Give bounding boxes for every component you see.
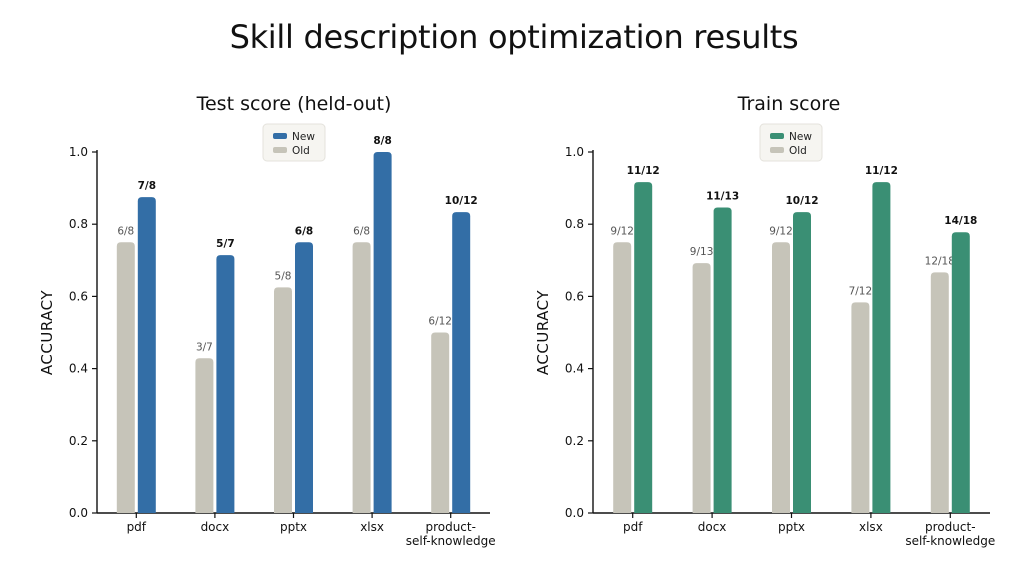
bar-new-label: 11/12 (627, 165, 660, 177)
x-tick-label: product-self-knowledge (905, 520, 995, 548)
legend: New Old (759, 123, 823, 162)
bar-new (137, 197, 156, 513)
bar-new (295, 242, 313, 513)
bar-new (713, 207, 732, 514)
bar-old (195, 358, 214, 513)
y-tick-label: 0.8 (565, 217, 584, 231)
bar-new-label: 5/7 (216, 238, 234, 250)
bar-old (613, 242, 632, 513)
legend-swatch-old (273, 147, 287, 153)
y-tick-label: 0.0 (565, 506, 584, 520)
bar-old (116, 242, 135, 513)
legend: New Old (262, 123, 326, 162)
bar-old (352, 242, 371, 513)
y-tick-label: 0.2 (565, 434, 584, 448)
x-tick-label: pdf (127, 520, 147, 534)
bar-new-label: 11/12 (865, 165, 898, 177)
legend-swatch-old (770, 147, 784, 153)
x-tick-label: pptx (778, 520, 805, 534)
y-tick-label: 1.0 (69, 145, 88, 159)
bar-old-label: 6/8 (117, 225, 134, 237)
y-tick-label: 0.0 (69, 506, 88, 520)
bar-new-label: 6/8 (295, 225, 313, 237)
bar-old-label: 6/12 (428, 316, 452, 328)
bar-new-label: 8/8 (373, 135, 391, 147)
y-tick-label: 0.4 (69, 362, 88, 376)
bar-new (216, 255, 235, 513)
legend-label-old: Old (292, 145, 310, 157)
bar-old-label: 12/18 (925, 255, 955, 267)
bar-new-label: 10/12 (445, 195, 478, 207)
x-tick-label: docx (201, 520, 230, 534)
bar-old-label: 7/12 (849, 285, 873, 297)
bar-old (930, 272, 949, 513)
legend-swatch-new (273, 133, 287, 139)
x-tick-label: xlsx (859, 520, 883, 534)
y-tick-label: 0.6 (69, 289, 88, 303)
bar-old (274, 287, 292, 513)
y-tick-label: 0.4 (565, 362, 584, 376)
y-tick-label: 0.2 (69, 434, 88, 448)
panel-title: Train score (737, 93, 841, 115)
bar-old-label: 9/12 (769, 225, 793, 237)
bar-old (772, 242, 790, 513)
legend-swatch-new (770, 133, 784, 139)
bar-old (431, 332, 450, 513)
y-axis-label: ACCURACY (534, 290, 552, 375)
legend-label-old: Old (789, 145, 807, 157)
bar-new (951, 232, 970, 513)
bar-new (373, 152, 392, 513)
y-axis-label: ACCURACY (38, 290, 56, 375)
main-title: Skill description optimization results (229, 18, 799, 56)
bar-old (692, 263, 711, 513)
bar-new (793, 212, 811, 513)
bar-old-label: 3/7 (196, 341, 213, 353)
bar-old-label: 6/8 (353, 225, 370, 237)
bar-new-label: 14/18 (944, 215, 977, 227)
bar-new (872, 182, 891, 514)
x-tick-label: pdf (623, 520, 643, 534)
y-tick-label: 0.6 (565, 289, 584, 303)
x-tick-label: xlsx (360, 520, 384, 534)
y-tick-label: 1.0 (565, 145, 584, 159)
bar-new (634, 182, 653, 514)
y-tick-label: 0.8 (69, 217, 88, 231)
bar-new-label: 7/8 (138, 180, 156, 192)
bar-new-label: 11/13 (706, 191, 739, 203)
test-score-panel: Test score (held-out) ACCURACY 0.0 0.2 0.4 0.… (38, 93, 496, 548)
legend-label-new: New (789, 131, 812, 143)
bar-old-label: 9/13 (690, 246, 714, 258)
bar-old-label: 5/8 (275, 270, 292, 282)
bar-new-label: 10/12 (785, 195, 818, 207)
x-tick-label: pptx (280, 520, 307, 534)
bar-new (452, 212, 471, 513)
panel-title: Test score (held-out) (196, 93, 392, 115)
x-tick-label: product-self-knowledge (406, 520, 496, 548)
bar-old-label: 9/12 (610, 225, 634, 237)
x-tick-label: docx (698, 520, 727, 534)
train-score-panel: Train score ACCURACY 0.0 0.2 0.4 0.6 0.8 1.0 pdf… (534, 93, 995, 548)
bar-old (851, 302, 870, 513)
legend-label-new: New (292, 131, 315, 143)
